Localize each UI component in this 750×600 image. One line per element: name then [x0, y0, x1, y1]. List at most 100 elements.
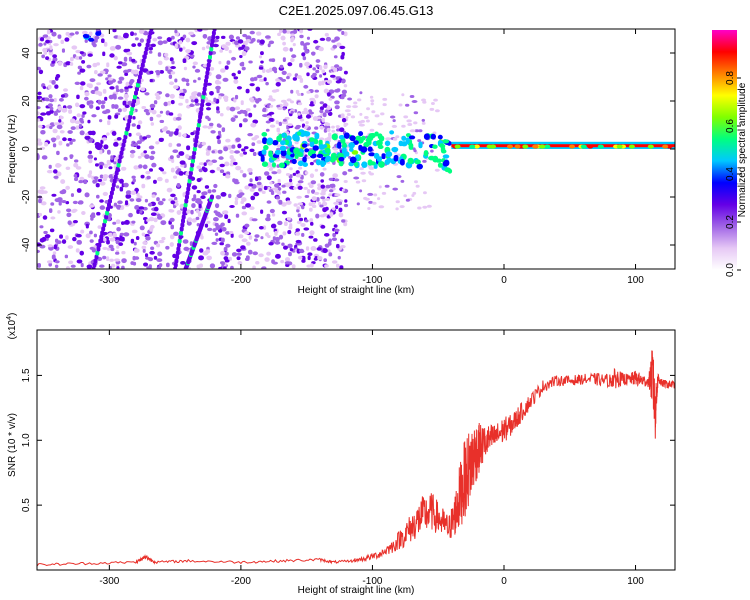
spectrogram-speckle [41, 54, 45, 59]
spectrogram-speckle [69, 141, 73, 145]
spectrogram-speckle [138, 29, 145, 34]
spectrogram-speckle [147, 202, 153, 207]
spectrogram-speckle [259, 39, 265, 45]
spectrogram-trace-point [149, 29, 154, 32]
spectrogram-speckle [392, 137, 398, 141]
spectrogram-speckle [133, 69, 139, 75]
spectrogram-speckle [92, 62, 98, 68]
spectrogram-speckle [223, 146, 229, 152]
spectrogram-speckle [215, 74, 222, 80]
spectrogram-speckle [229, 230, 234, 234]
spectrogram-speckle [206, 220, 211, 224]
spectrogram-speckle [381, 191, 387, 195]
spectrogram-band-point [432, 144, 438, 149]
colorbar-tick-label: 0.6 [725, 119, 736, 133]
spectrogram-speckle [169, 81, 175, 86]
spectrogram-speckle [333, 228, 340, 232]
spectrogram-speckle [218, 95, 222, 100]
spectrogram-speckle [344, 199, 348, 203]
spectrogram-speckle [369, 128, 375, 132]
spectrogram-speckle [109, 258, 114, 262]
spectrogram-speckle [191, 94, 196, 98]
spectrogram-speckle [274, 231, 278, 236]
spectrogram-speckle [182, 46, 186, 50]
spectrogram-speckle [37, 66, 41, 71]
spectrogram-speckle [224, 161, 230, 167]
spectrogram-speckle [282, 29, 287, 34]
spectrogram-speckle [405, 103, 410, 107]
colorbar-ticks: 0.00.20.40.60.8 [725, 71, 741, 277]
spectrogram-speckle [333, 55, 338, 59]
spectrogram-trace-point [142, 54, 147, 60]
spectrogram-speckle [206, 107, 212, 111]
spectrogram-trace-point [104, 214, 109, 220]
spectrogram-speckle [108, 77, 113, 81]
x-tick-label: -200 [231, 275, 251, 286]
spectrogram-speckle [245, 108, 251, 112]
spectrogram-marks [37, 29, 675, 269]
spectrogram-trace-point [111, 182, 116, 188]
spectrogram-band-point [370, 161, 376, 166]
spectrogram-speckle [39, 186, 46, 190]
spectrogram-speckle [278, 234, 284, 240]
spectrogram-speckle [38, 124, 43, 129]
spectrogram-speckle [55, 238, 59, 243]
spectrogram-speckle [90, 89, 96, 94]
spectrogram-speckle [78, 56, 83, 60]
spectrogram-speckle [340, 54, 345, 60]
spectrogram-speckle [219, 169, 225, 173]
spectrogram-speckle [258, 66, 264, 70]
spectrogram-speckle [309, 161, 314, 166]
spectrogram-speckle [170, 200, 175, 205]
spectrogram-speckle [198, 255, 204, 261]
spectrogram-speckle [239, 62, 244, 67]
spectrogram-trace-point [117, 158, 122, 164]
spectrogram-speckle [115, 239, 120, 245]
spectrogram-speckle [331, 129, 336, 133]
spectrogram-speckle [38, 42, 43, 47]
y-tick-label: -40 [21, 237, 32, 252]
spectrogram-speckle [135, 236, 140, 240]
spectrogram-speckle [264, 257, 270, 262]
spectrogram-trace-point [100, 230, 105, 236]
spectrogram-speckle [368, 171, 372, 174]
spectrogram-speckle [66, 212, 72, 218]
spectrogram-speckle [341, 219, 346, 223]
spectrogram-speckle [296, 206, 301, 210]
y-tick-label: 1.5 [21, 368, 32, 382]
spectrogram-trace-point [115, 166, 120, 172]
spectrogram-speckle [215, 238, 219, 242]
spectrogram-speckle [223, 95, 229, 100]
spectrogram-speckle [363, 196, 368, 200]
spectrogram-speckle [257, 176, 262, 181]
spectrogram-speckle [265, 81, 269, 86]
spectrogram-speckle [306, 156, 310, 160]
spectrogram-speckle [207, 189, 212, 194]
spectrogram-speckle [328, 132, 332, 137]
spectrogram-speckle [245, 39, 251, 43]
spectrogram-speckle [370, 99, 375, 103]
spectrogram-speckle [80, 120, 85, 124]
y-tick-label: 0 [21, 146, 32, 152]
spectrogram-speckle [300, 223, 306, 227]
spectrogram-speckle [299, 118, 305, 122]
spectrogram-speckle [46, 260, 53, 264]
spectrogram-speckle [57, 61, 63, 66]
spectrogram-speckle [109, 53, 115, 58]
x-tick-label: -100 [362, 576, 382, 587]
spectrogram-speckle [231, 158, 236, 163]
spectrogram-speckle [132, 116, 136, 120]
spectrogram-trace-point [147, 34, 152, 40]
spectrogram-speckle [352, 105, 358, 109]
spectrogram-speckle [323, 258, 327, 262]
x-tick-label: 100 [627, 576, 644, 587]
spectrogram-speckle [137, 42, 142, 47]
spectrogram-speckle [55, 135, 61, 140]
spectrogram-speckle [55, 171, 62, 177]
spectrogram-speckle [309, 263, 314, 268]
spectrogram-speckle [228, 193, 232, 199]
spectrogram-speckle [194, 98, 199, 104]
spectrogram-speckle [188, 31, 195, 36]
spectrogram-speckle [67, 245, 74, 249]
spectrogram-speckle [300, 92, 304, 96]
